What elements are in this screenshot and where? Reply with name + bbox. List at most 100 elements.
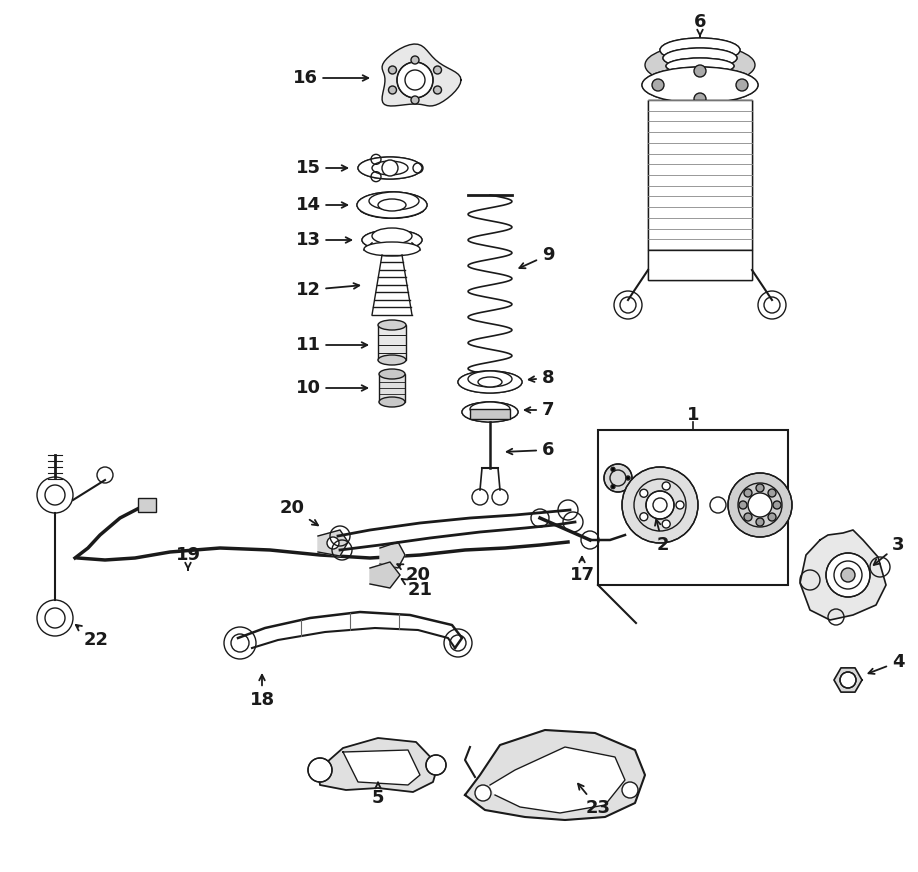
Bar (648, 250, 752, 280)
Text: 15: 15 (296, 159, 347, 177)
Circle shape (652, 79, 664, 91)
Circle shape (728, 473, 792, 537)
Ellipse shape (358, 157, 422, 179)
Circle shape (626, 476, 630, 480)
Ellipse shape (468, 371, 512, 387)
Ellipse shape (362, 230, 422, 250)
Bar (648, 100, 752, 250)
Text: 22: 22 (76, 625, 108, 649)
Circle shape (826, 553, 870, 597)
Polygon shape (318, 530, 348, 556)
Polygon shape (343, 750, 420, 785)
Text: 20: 20 (397, 564, 431, 584)
Circle shape (841, 568, 855, 582)
Circle shape (756, 484, 764, 492)
Polygon shape (380, 542, 405, 568)
Circle shape (736, 79, 748, 91)
Ellipse shape (458, 371, 522, 393)
Text: 18: 18 (250, 675, 274, 709)
Text: 19: 19 (175, 546, 200, 569)
Bar (648, 100, 752, 250)
Ellipse shape (362, 230, 422, 250)
Ellipse shape (462, 402, 518, 422)
Text: 8: 8 (529, 369, 554, 387)
Text: 17: 17 (569, 557, 595, 584)
Ellipse shape (358, 157, 422, 179)
Ellipse shape (666, 58, 734, 74)
Text: 14: 14 (296, 196, 347, 214)
Ellipse shape (663, 48, 737, 68)
Ellipse shape (372, 228, 412, 244)
Circle shape (748, 493, 772, 517)
Circle shape (773, 501, 781, 509)
Circle shape (739, 501, 747, 509)
Ellipse shape (379, 369, 405, 379)
Circle shape (382, 160, 398, 176)
Ellipse shape (458, 371, 522, 393)
Ellipse shape (642, 67, 758, 103)
Text: 20: 20 (279, 499, 318, 525)
Circle shape (840, 672, 856, 688)
Ellipse shape (357, 192, 427, 218)
Bar (648, 250, 752, 280)
Polygon shape (382, 44, 461, 106)
Bar (598, 430, 788, 585)
Text: 6: 6 (507, 441, 554, 459)
Circle shape (411, 96, 419, 104)
Ellipse shape (478, 377, 502, 387)
Polygon shape (800, 530, 886, 620)
Polygon shape (318, 738, 438, 792)
Bar (138, 498, 156, 512)
Ellipse shape (357, 192, 427, 218)
Circle shape (604, 464, 632, 492)
Text: 10: 10 (296, 379, 367, 397)
Polygon shape (834, 668, 862, 692)
Circle shape (308, 758, 332, 782)
Text: 4: 4 (868, 653, 904, 674)
Text: 1: 1 (687, 406, 700, 424)
Ellipse shape (369, 192, 419, 210)
Text: 6: 6 (694, 13, 706, 37)
Circle shape (662, 482, 670, 490)
Ellipse shape (663, 48, 737, 68)
Ellipse shape (642, 67, 758, 103)
Circle shape (756, 518, 764, 526)
Bar (470, 409, 510, 419)
Text: 3: 3 (874, 536, 904, 565)
Ellipse shape (660, 38, 740, 62)
Ellipse shape (470, 402, 510, 416)
Circle shape (768, 513, 776, 521)
Circle shape (640, 513, 648, 521)
Circle shape (694, 65, 706, 77)
Circle shape (397, 62, 433, 98)
Text: 23: 23 (578, 784, 610, 817)
Text: 11: 11 (296, 336, 367, 354)
Circle shape (768, 489, 776, 497)
Text: 9: 9 (520, 246, 554, 269)
Circle shape (433, 66, 442, 74)
Circle shape (426, 755, 446, 775)
Circle shape (611, 485, 615, 488)
Ellipse shape (645, 45, 755, 85)
Circle shape (640, 489, 648, 497)
Text: 21: 21 (401, 579, 432, 599)
Circle shape (676, 501, 684, 509)
Circle shape (744, 513, 752, 521)
Text: 2: 2 (655, 520, 669, 554)
Bar (379, 374, 405, 402)
Circle shape (744, 489, 752, 497)
Text: 13: 13 (296, 231, 352, 249)
Text: 16: 16 (293, 69, 368, 87)
Text: 7: 7 (525, 401, 554, 419)
Ellipse shape (666, 58, 734, 74)
Circle shape (622, 782, 638, 798)
Polygon shape (370, 562, 400, 588)
Circle shape (694, 93, 706, 105)
Ellipse shape (660, 38, 740, 62)
Circle shape (411, 56, 419, 64)
Polygon shape (465, 730, 645, 820)
Circle shape (388, 66, 397, 74)
Text: 12: 12 (296, 281, 359, 299)
Bar (378, 325, 406, 360)
Circle shape (646, 491, 674, 519)
